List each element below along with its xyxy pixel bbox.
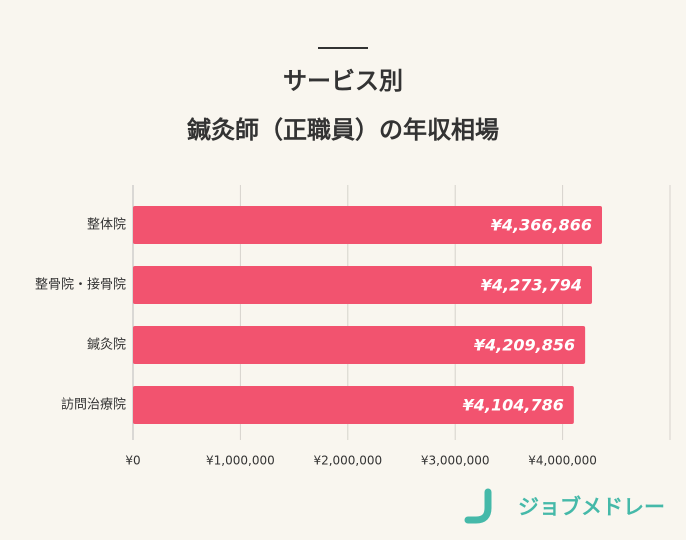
value-label: ¥4,273,794: [481, 276, 582, 295]
bar: [133, 206, 603, 244]
value-label: ¥4,104,786: [463, 396, 564, 415]
logo-text: ジョブメドレー: [518, 495, 665, 519]
x-tick-label: ¥4,000,000: [528, 454, 597, 468]
y-tick-label: 整体院: [87, 218, 126, 233]
y-tick-label: 整骨院・接骨院: [35, 277, 126, 293]
chart-title: 鍼灸師（正職員）の年収相場: [187, 116, 499, 144]
bar: [133, 386, 574, 424]
value-label: ¥4,366,866: [491, 216, 592, 235]
bar: [133, 266, 593, 304]
x-tick-label: ¥1,000,000: [206, 454, 275, 468]
x-tick-label: ¥3,000,000: [421, 454, 490, 468]
x-tick-label: ¥2,000,000: [313, 454, 382, 468]
logo-icon: [464, 488, 492, 524]
y-tick-label: 訪問治療院: [61, 397, 126, 413]
bar: [133, 326, 586, 364]
logo: ジョブメドレー: [464, 488, 665, 524]
value-label: ¥4,209,856: [474, 336, 575, 355]
x-tick-label: ¥0: [125, 454, 140, 468]
y-tick-label: 鍼灸院: [87, 337, 126, 353]
chart-title: サービス別: [283, 67, 403, 95]
